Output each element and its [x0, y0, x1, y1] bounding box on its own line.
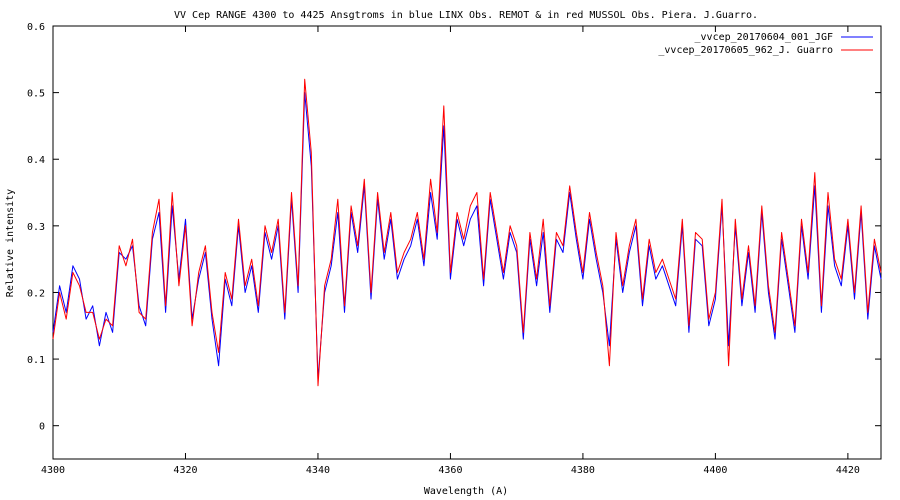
x-tick-label: 4320: [173, 465, 197, 476]
x-tick-label: 4420: [836, 465, 860, 476]
series-group: [52, 78, 882, 387]
y-tick-label: 0.5: [27, 89, 45, 100]
x-axis: 4300 4320 4340 4360 4380 4400 4420: [41, 26, 860, 476]
y-tick-label: 0.2: [27, 288, 45, 299]
y-axis: 0 0.1 0.2 0.3 0.4 0.5 0.6: [27, 22, 881, 433]
legend-label-series-2: _vvcep_20170605_962_J. Guarro: [658, 45, 833, 56]
legend: _vvcep_20170604_001_JGF _vvcep_20170605_…: [658, 32, 873, 56]
x-tick-label: 4300: [41, 465, 65, 476]
legend-label-series-1: _vvcep_20170604_001_JGF: [695, 32, 833, 43]
x-tick-label: 4380: [571, 465, 595, 476]
chart-title: VV Cep RANGE 4300 to 4425 Ansgtroms in b…: [174, 10, 758, 21]
y-tick-label: 0.6: [27, 22, 45, 33]
x-tick-label: 4400: [703, 465, 727, 476]
x-tick-label: 4340: [306, 465, 330, 476]
x-axis-label: Wavelength (A): [424, 486, 508, 497]
y-tick-label: 0.3: [27, 222, 45, 233]
plot-frame: [52, 25, 882, 460]
series-line-2: [52, 78, 882, 387]
y-tick-label: 0.1: [27, 355, 45, 366]
series-line-1: [52, 92, 882, 380]
x-tick-label: 4360: [438, 465, 462, 476]
y-tick-label: 0.4: [27, 155, 45, 166]
y-tick-label: 0: [39, 422, 45, 433]
y-axis-label: Relative intensity: [5, 189, 16, 297]
